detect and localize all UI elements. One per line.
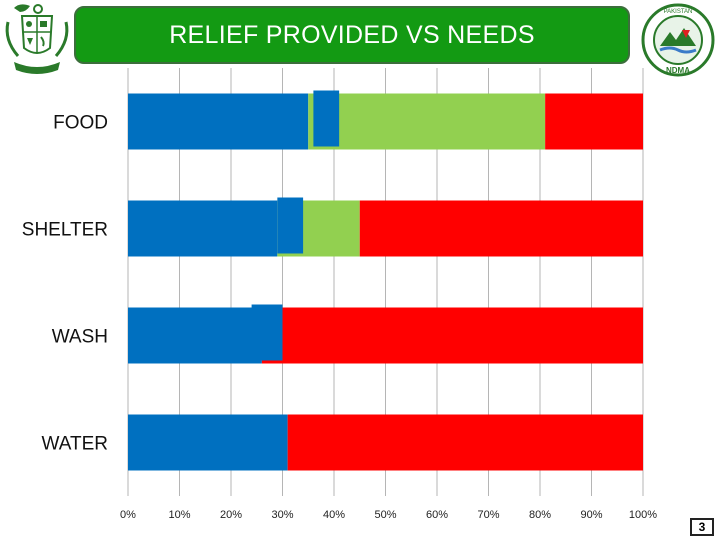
x-tick-label: 70%	[477, 509, 499, 521]
category-label: SHELTER	[22, 220, 108, 241]
x-tick-label: 30%	[271, 509, 293, 521]
x-tick-label: 80%	[529, 509, 551, 521]
bar-gap-water	[287, 414, 643, 471]
bar-gap-wash	[261, 307, 643, 364]
category-label: WATER	[42, 434, 109, 455]
bar-gap-food	[545, 93, 643, 150]
x-tick-label: 100%	[629, 509, 657, 521]
page-number: 3	[690, 518, 714, 536]
marker-shelter	[277, 197, 304, 254]
bar-provided-wash	[128, 307, 262, 364]
marker-food	[313, 90, 340, 147]
category-label: WASH	[52, 327, 108, 348]
x-tick-label: 60%	[426, 509, 448, 521]
bar-provided-water	[128, 414, 288, 471]
x-tick-label: 50%	[374, 509, 396, 521]
ndma-logo-icon: PAKISTAN NDMA	[641, 3, 715, 77]
logo-bottom-text: NDMA	[666, 66, 690, 75]
x-tick-label: 40%	[323, 509, 345, 521]
x-tick-label: 90%	[580, 509, 602, 521]
bar-pipeline-food	[308, 93, 546, 150]
title-banner: RELIEF PROVIDED VS NEEDS	[74, 6, 630, 64]
category-label: FOOD	[53, 113, 108, 134]
pakistan-emblem-icon	[5, 4, 69, 74]
bar-provided-food	[128, 93, 309, 150]
bar-provided-shelter	[128, 200, 278, 257]
logo-top-text: PAKISTAN	[664, 9, 693, 15]
x-tick-label: 20%	[220, 509, 242, 521]
marker-wash	[251, 304, 283, 361]
page-title: RELIEF PROVIDED VS NEEDS	[169, 20, 535, 49]
x-tick-label: 10%	[168, 509, 190, 521]
x-tick-label: 0%	[120, 509, 136, 521]
bar-gap-shelter	[359, 200, 643, 257]
